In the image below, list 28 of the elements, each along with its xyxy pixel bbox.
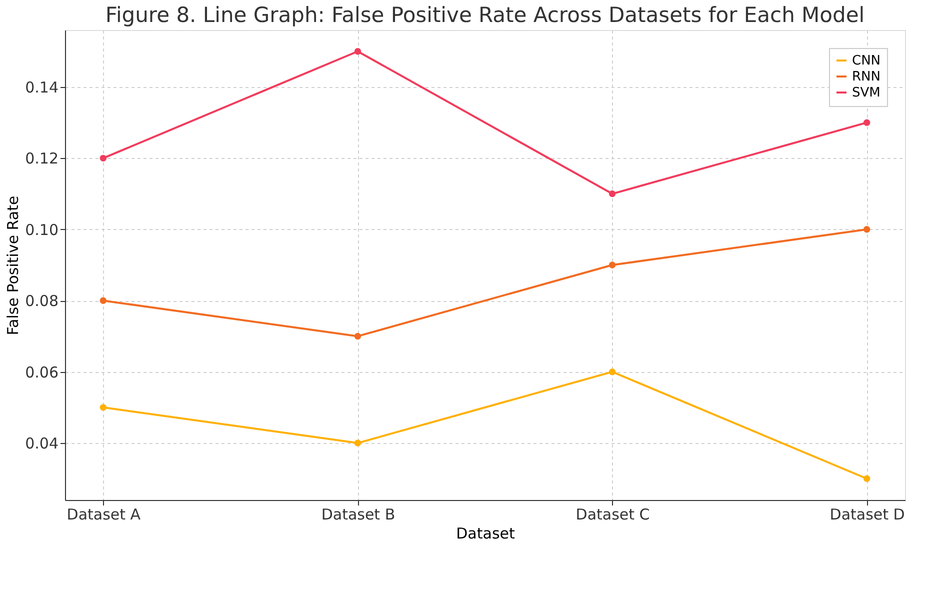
point <box>100 154 107 162</box>
point <box>100 297 107 304</box>
y-tick-label: 0.06 <box>25 363 58 382</box>
point <box>863 226 870 233</box>
point <box>608 262 616 268</box>
y-tick-label: 0.14 <box>25 78 58 96</box>
y-tick-label: 0.10 <box>25 220 58 239</box>
y-axis-title: False Positive Rate <box>4 196 22 336</box>
point <box>354 48 362 55</box>
x-tick-label: Dataset B <box>321 506 396 524</box>
point <box>354 332 362 340</box>
legend-label: SVM <box>852 86 880 100</box>
x-tick-label: Dataset D <box>830 506 905 524</box>
point <box>100 404 107 411</box>
legend-label: RNN <box>852 70 880 84</box>
x-axis-title: Dataset <box>456 524 515 542</box>
legend-label: CNN <box>852 54 881 68</box>
point <box>608 368 616 376</box>
point <box>863 475 870 482</box>
y-tick-label: 0.08 <box>25 292 58 310</box>
x-tick-label: Dataset C <box>576 506 650 524</box>
chart-title: Figure 8. Line Graph: False Positive Rate Across Datasets for Each Model <box>105 3 865 27</box>
y-tick-label: 0.04 <box>25 434 58 453</box>
point <box>354 440 362 446</box>
x-tick-label: Dataset A <box>66 506 142 524</box>
point <box>608 190 616 198</box>
point <box>863 119 870 126</box>
y-tick-label: 0.12 <box>25 150 58 168</box>
